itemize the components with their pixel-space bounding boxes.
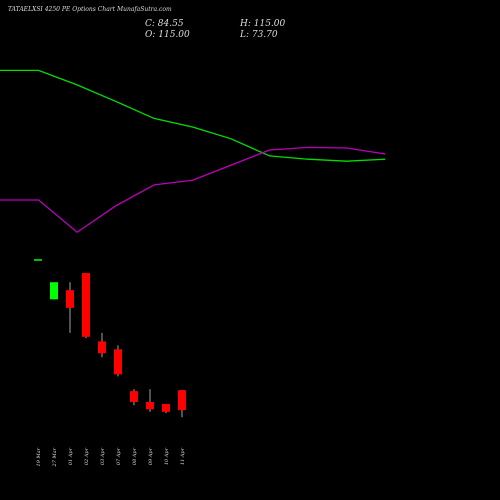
info-low: L: 73.70 bbox=[239, 30, 278, 40]
x-tick-label: 09 Apr bbox=[148, 447, 154, 465]
chart-title: TATAELXSI 4250 PE Options Chart MunafaSu… bbox=[8, 6, 172, 13]
candle-body bbox=[82, 273, 90, 337]
candle-body bbox=[114, 349, 122, 375]
x-tick-label: 08 Apr bbox=[132, 447, 138, 465]
x-tick-label: 03 Apr bbox=[100, 447, 106, 465]
x-tick-label: 19 Mar bbox=[36, 447, 42, 466]
candle-body bbox=[50, 282, 58, 300]
indicator-line bbox=[0, 146, 386, 234]
candle-body bbox=[66, 290, 74, 308]
info-high: H: 115.00 bbox=[239, 19, 286, 29]
candle-body bbox=[98, 341, 106, 354]
x-tick-label: 10 Apr bbox=[164, 447, 170, 465]
candle-body bbox=[146, 401, 154, 410]
candle-body bbox=[130, 391, 138, 402]
candle-body bbox=[162, 403, 170, 412]
indicator-line bbox=[0, 69, 386, 162]
info-close: C: 84.55 bbox=[145, 19, 184, 29]
x-tick-label: 27 Mar bbox=[52, 447, 58, 467]
candle-body bbox=[34, 259, 42, 261]
x-tick-label: 02 Apr bbox=[84, 447, 90, 465]
x-tick-label: 11 Apr bbox=[180, 447, 186, 465]
x-tick-label: 01 Apr bbox=[68, 447, 74, 465]
candle-body bbox=[178, 390, 186, 411]
x-tick-label: 07 Apr bbox=[116, 447, 122, 465]
info-open: O: 115.00 bbox=[145, 30, 190, 40]
